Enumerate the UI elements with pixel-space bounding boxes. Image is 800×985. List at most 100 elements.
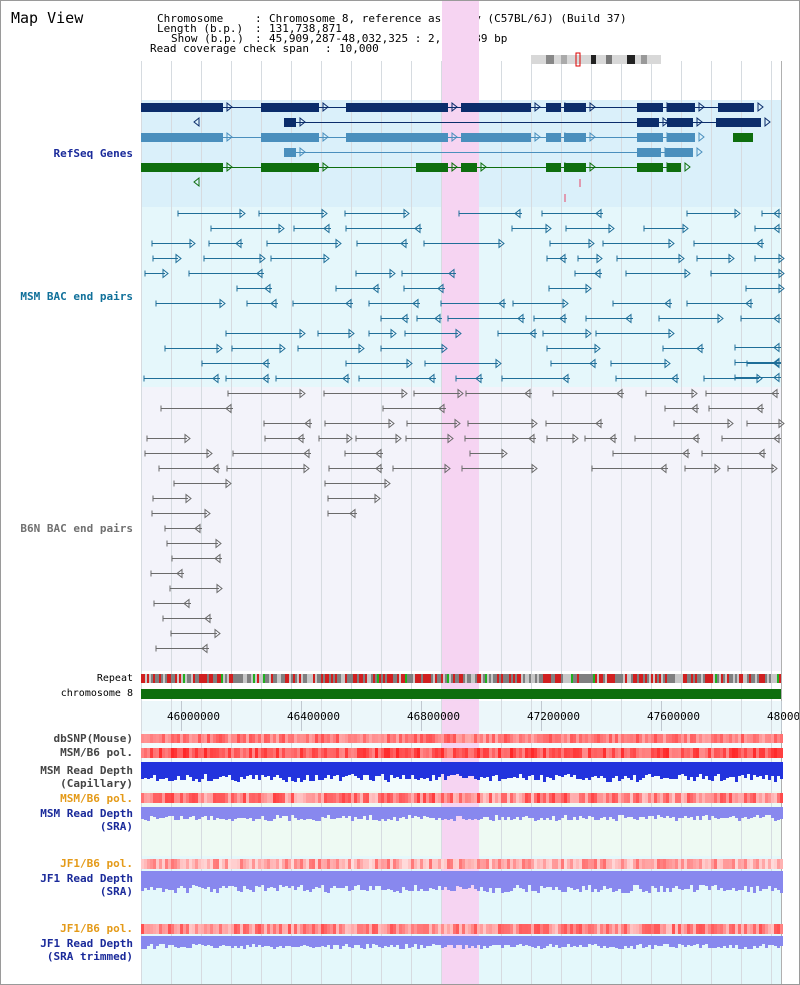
heatmap-cell bbox=[384, 793, 387, 803]
depth-bar bbox=[780, 936, 783, 946]
depth-bar bbox=[375, 762, 378, 776]
depth-bar bbox=[609, 762, 612, 782]
repeat-mark bbox=[539, 674, 541, 683]
repeat-mark bbox=[167, 674, 169, 683]
depth-bar bbox=[384, 936, 387, 946]
heatmap-cell bbox=[462, 859, 465, 869]
heatmap-cell bbox=[243, 734, 246, 743]
depth-bar bbox=[261, 936, 264, 947]
heatmap-cell bbox=[705, 924, 708, 934]
depth-bar bbox=[417, 762, 420, 780]
bac-end-arrow bbox=[475, 373, 482, 384]
strand-arrow bbox=[451, 161, 458, 173]
depth-bar bbox=[507, 936, 510, 945]
heatmap-cell bbox=[282, 734, 285, 743]
heatmap-cell bbox=[654, 734, 657, 743]
bac-end-arrow bbox=[778, 283, 785, 294]
bac-end-arrow bbox=[625, 313, 632, 324]
heatmap-cell bbox=[507, 793, 510, 803]
heatmap-cell bbox=[438, 859, 441, 869]
depth-bar bbox=[381, 936, 384, 948]
depth-bar bbox=[585, 871, 588, 890]
repeat-mark bbox=[675, 674, 677, 683]
depth-bar bbox=[258, 871, 261, 887]
depth-bar bbox=[684, 807, 687, 816]
depth-bar bbox=[462, 936, 465, 949]
depth-bar bbox=[246, 762, 249, 776]
heatmap-cell bbox=[417, 859, 420, 869]
depth-bar bbox=[492, 871, 495, 893]
heatmap-cell bbox=[726, 748, 729, 758]
heatmap-cell bbox=[615, 793, 618, 803]
repeat-mark bbox=[525, 674, 527, 683]
heatmap-cell bbox=[705, 859, 708, 869]
tick-label: 47600000 bbox=[647, 710, 700, 723]
repeat-mark bbox=[693, 674, 695, 683]
heatmap-cell bbox=[399, 793, 402, 803]
repeat-mark bbox=[553, 674, 555, 683]
heatmap-cell bbox=[666, 793, 669, 803]
bac-end-arrow bbox=[375, 463, 382, 474]
ideogram-band bbox=[591, 55, 596, 64]
repeat-mark bbox=[223, 674, 225, 683]
depth-bar bbox=[366, 936, 369, 944]
heatmap-cell bbox=[204, 859, 207, 869]
depth-bar bbox=[738, 936, 741, 949]
depth-bar bbox=[150, 762, 153, 778]
depth-bar bbox=[258, 936, 261, 945]
heatmap-cell bbox=[660, 734, 663, 743]
depth-bar bbox=[183, 871, 186, 888]
heatmap-cell bbox=[513, 924, 516, 934]
depth-bar bbox=[456, 936, 459, 945]
heatmap-cell bbox=[393, 859, 396, 869]
depth-bar bbox=[654, 871, 657, 888]
repeat-mark bbox=[329, 674, 331, 683]
depth-bar bbox=[405, 807, 408, 819]
repeat-mark bbox=[205, 674, 207, 683]
depth-bar bbox=[468, 762, 471, 776]
heatmap-cell bbox=[564, 734, 567, 743]
depth-bar bbox=[294, 762, 297, 782]
repeat-mark bbox=[465, 674, 467, 683]
heatmap-cell bbox=[156, 924, 159, 934]
heatmap-cell bbox=[708, 924, 711, 934]
bac-end-arrow bbox=[609, 433, 616, 444]
heatmap-cell bbox=[441, 859, 444, 869]
bac-end-arrow bbox=[594, 343, 601, 354]
depth-bar bbox=[573, 936, 576, 946]
heatmap-cell bbox=[252, 734, 255, 743]
heatmap-cell bbox=[189, 748, 192, 758]
heatmap-cell bbox=[378, 748, 381, 758]
depth-bar bbox=[459, 936, 462, 945]
bac-end-arrow bbox=[215, 538, 222, 549]
heatmap-cell bbox=[552, 748, 555, 758]
read-depth-tracks bbox=[141, 762, 783, 949]
depth-bar bbox=[159, 871, 162, 888]
bac-end-arrow bbox=[335, 238, 342, 249]
depth-bar bbox=[312, 871, 315, 889]
heatmap-cell bbox=[579, 859, 582, 869]
heatmap-cell bbox=[726, 859, 729, 869]
depth-bar bbox=[186, 762, 189, 775]
repeat-mark bbox=[393, 674, 395, 683]
heatmap-cell bbox=[474, 924, 477, 934]
heatmap-cell bbox=[525, 924, 528, 934]
heatmap-cell bbox=[339, 734, 342, 743]
heatmap-cell bbox=[438, 748, 441, 758]
depth-bar bbox=[243, 936, 246, 949]
coverage-value: 10,000 bbox=[339, 42, 379, 55]
depth-bar bbox=[564, 762, 567, 775]
heatmap-cell bbox=[741, 748, 744, 758]
repeat-mark bbox=[487, 674, 489, 683]
heatmap-cell bbox=[771, 859, 774, 869]
bac-end-arrow bbox=[734, 208, 741, 219]
heatmap-cell bbox=[606, 734, 609, 743]
depth-bar bbox=[225, 871, 228, 888]
repeat-mark bbox=[419, 674, 421, 683]
heatmap-cell bbox=[390, 924, 393, 934]
depth-bar bbox=[240, 762, 243, 777]
repeat-mark bbox=[733, 674, 735, 683]
highlight-region bbox=[442, 1, 479, 984]
heatmap-cell bbox=[159, 793, 162, 803]
